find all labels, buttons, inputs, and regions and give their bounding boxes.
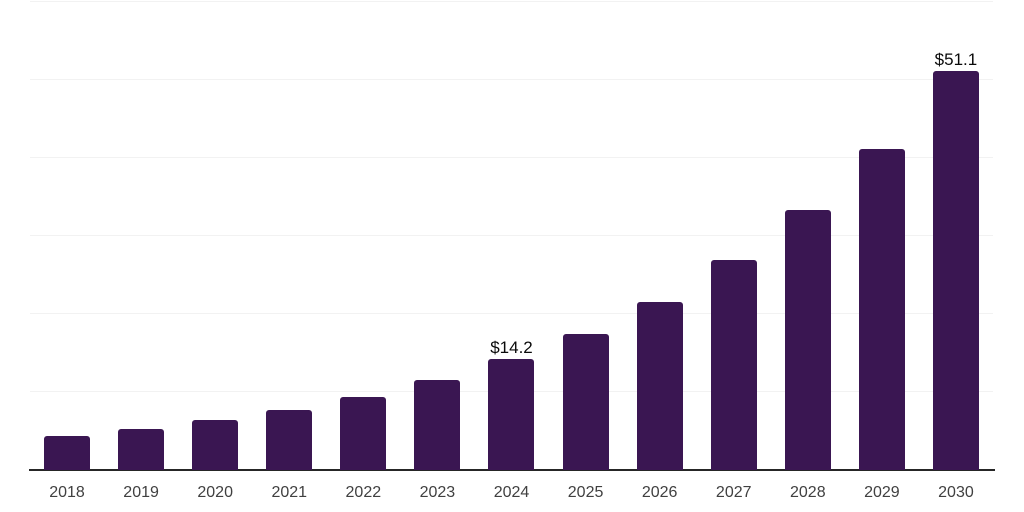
x-tick-label: 2028 [790, 484, 826, 501]
x-tick-label: 2025 [567, 484, 604, 501]
x-axis-line [29, 469, 995, 471]
x-tick-label: 2029 [864, 484, 900, 501]
x-tick-label: 2023 [419, 484, 456, 501]
x-tick-label: 2020 [197, 484, 233, 501]
bar [784, 210, 831, 470]
bar-column: 2022 [326, 0, 400, 512]
bar [118, 428, 165, 470]
bar-column: $51.1 2030 [919, 0, 993, 512]
bar-column: 2020 [178, 0, 252, 512]
bar-column: 2023 [400, 0, 474, 512]
bar-column: 2029 [845, 0, 919, 512]
bar [192, 420, 239, 470]
bar [414, 380, 461, 470]
x-tick-label: 2030 [938, 484, 974, 501]
x-tick-label: 2021 [271, 484, 308, 501]
bar-column: 2027 [697, 0, 771, 512]
gridline [30, 313, 993, 314]
bar-column: 2026 [623, 0, 697, 512]
x-tick-label: 2022 [345, 484, 382, 501]
bar [488, 359, 535, 470]
bar-column: 2019 [104, 0, 178, 512]
bar [266, 409, 313, 470]
x-tick-label: 2026 [641, 484, 678, 501]
bar-column: $14.2 2024 [474, 0, 548, 512]
bar [932, 71, 979, 470]
gridline [30, 79, 993, 80]
bar-value-label: $14.2 [490, 338, 533, 358]
bar-column: 2018 [30, 0, 104, 512]
x-tick-label: 2018 [49, 484, 85, 501]
bar-column: 2021 [252, 0, 326, 512]
bar-value-label: $51.1 [934, 50, 978, 70]
gridline [30, 1, 993, 2]
x-tick-label: 2027 [715, 484, 752, 501]
bar [858, 148, 905, 470]
bar [710, 260, 757, 470]
gridline [30, 157, 993, 158]
bar-column: 2025 [549, 0, 623, 512]
x-tick-label: 2019 [123, 484, 159, 501]
bar [636, 302, 683, 470]
bar-column: 2028 [771, 0, 845, 512]
bar [44, 435, 91, 470]
bar [340, 396, 387, 470]
gridline [30, 235, 993, 236]
x-tick-label: 2024 [493, 484, 530, 501]
bar [562, 334, 609, 470]
